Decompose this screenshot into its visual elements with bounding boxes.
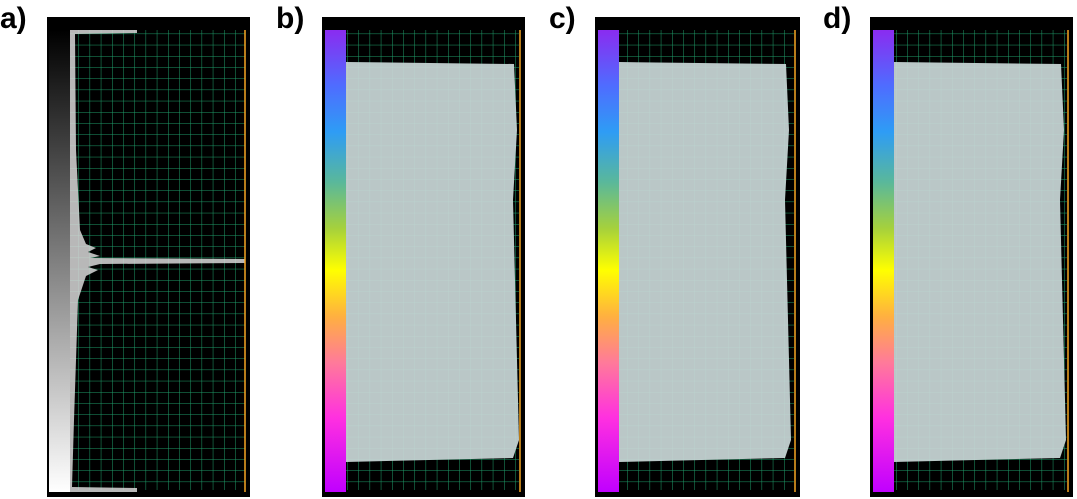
rainbow-colorbar [873,30,894,492]
histogram [70,30,245,492]
panel-label: c) [549,2,576,35]
rainbow-colorbar [325,30,346,492]
panel-label: b) [276,2,304,35]
gray-colorbar [49,30,70,492]
panel-label: a) [0,2,27,35]
gray-region [619,62,791,462]
rainbow-colorbar [598,30,619,492]
panel-label: d) [823,2,851,35]
gray-region [346,62,519,462]
gray-region [894,62,1066,462]
